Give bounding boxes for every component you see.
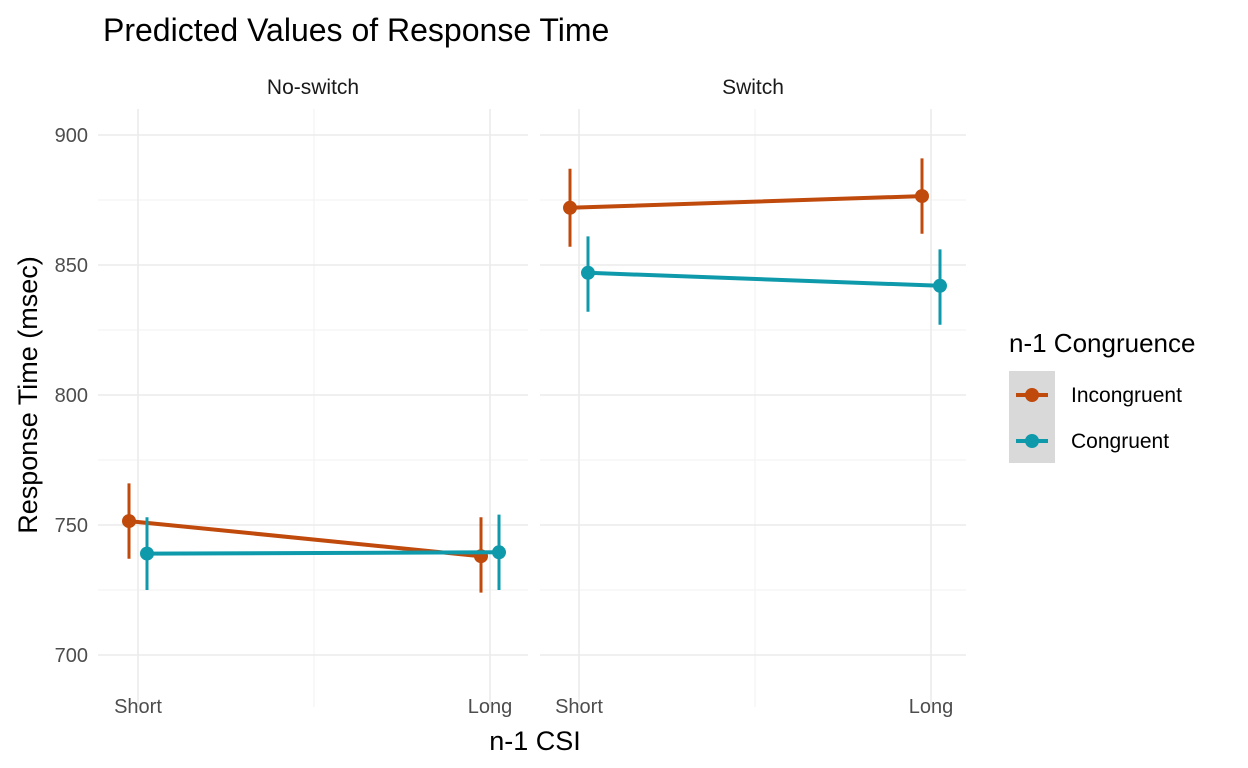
- series-line: [145, 550, 501, 556]
- data-point: [581, 265, 595, 280]
- legend-keys: Incongruent Congruent: [1016, 384, 1182, 453]
- data-point: [915, 189, 929, 204]
- legend-title: n-1 Congruence: [1009, 328, 1195, 358]
- legend-label: Congruent: [1071, 430, 1169, 453]
- y-tick-label: 750: [55, 515, 88, 537]
- data-point: [933, 278, 947, 293]
- x-axis-title: n-1 CSI: [489, 726, 581, 756]
- legend: n-1 Congruence Incongruent Congruent: [1009, 328, 1195, 463]
- data-point: [563, 200, 577, 215]
- y-tick-label: 850: [55, 255, 88, 277]
- data-point: [140, 546, 154, 561]
- facet-strip-label: Switch: [722, 76, 784, 99]
- series-incongruent: [563, 158, 929, 247]
- legend-label: Incongruent: [1071, 384, 1182, 407]
- y-axis-ticks: 700 750 800 850 900: [55, 125, 88, 667]
- legend-key-background: [1009, 371, 1055, 463]
- series-congruent: [140, 514, 506, 590]
- series-incongruent: [122, 483, 488, 593]
- y-axis-title: Response Time (msec): [13, 256, 43, 534]
- legend-key-point: [1025, 388, 1039, 402]
- data-point: [492, 545, 506, 560]
- x-tick-label: Long: [909, 696, 954, 718]
- x-tick-label: Short: [114, 696, 162, 718]
- panel-switch: Switch Short Long: [540, 76, 966, 718]
- series-congruent: [581, 236, 947, 325]
- chart-title: Predicted Values of Response Time: [103, 12, 609, 48]
- panels: No-switch Short Long Switch Short Long: [98, 76, 966, 718]
- data-point: [122, 514, 136, 529]
- series-line: [586, 270, 942, 288]
- legend-key-point: [1025, 434, 1039, 448]
- y-tick-label: 700: [55, 645, 88, 667]
- legend-item-congruent: Congruent: [1016, 430, 1169, 453]
- legend-item-incongruent: Incongruent: [1016, 384, 1182, 407]
- series-line: [127, 519, 483, 559]
- y-tick-label: 800: [55, 385, 88, 407]
- y-tick-label: 900: [55, 125, 88, 147]
- x-tick-label: Short: [555, 696, 603, 718]
- panel-no-switch: No-switch Short Long: [98, 76, 528, 718]
- series-line: [568, 194, 924, 210]
- facet-strip-label: No-switch: [267, 76, 359, 99]
- x-tick-label: Long: [468, 696, 513, 718]
